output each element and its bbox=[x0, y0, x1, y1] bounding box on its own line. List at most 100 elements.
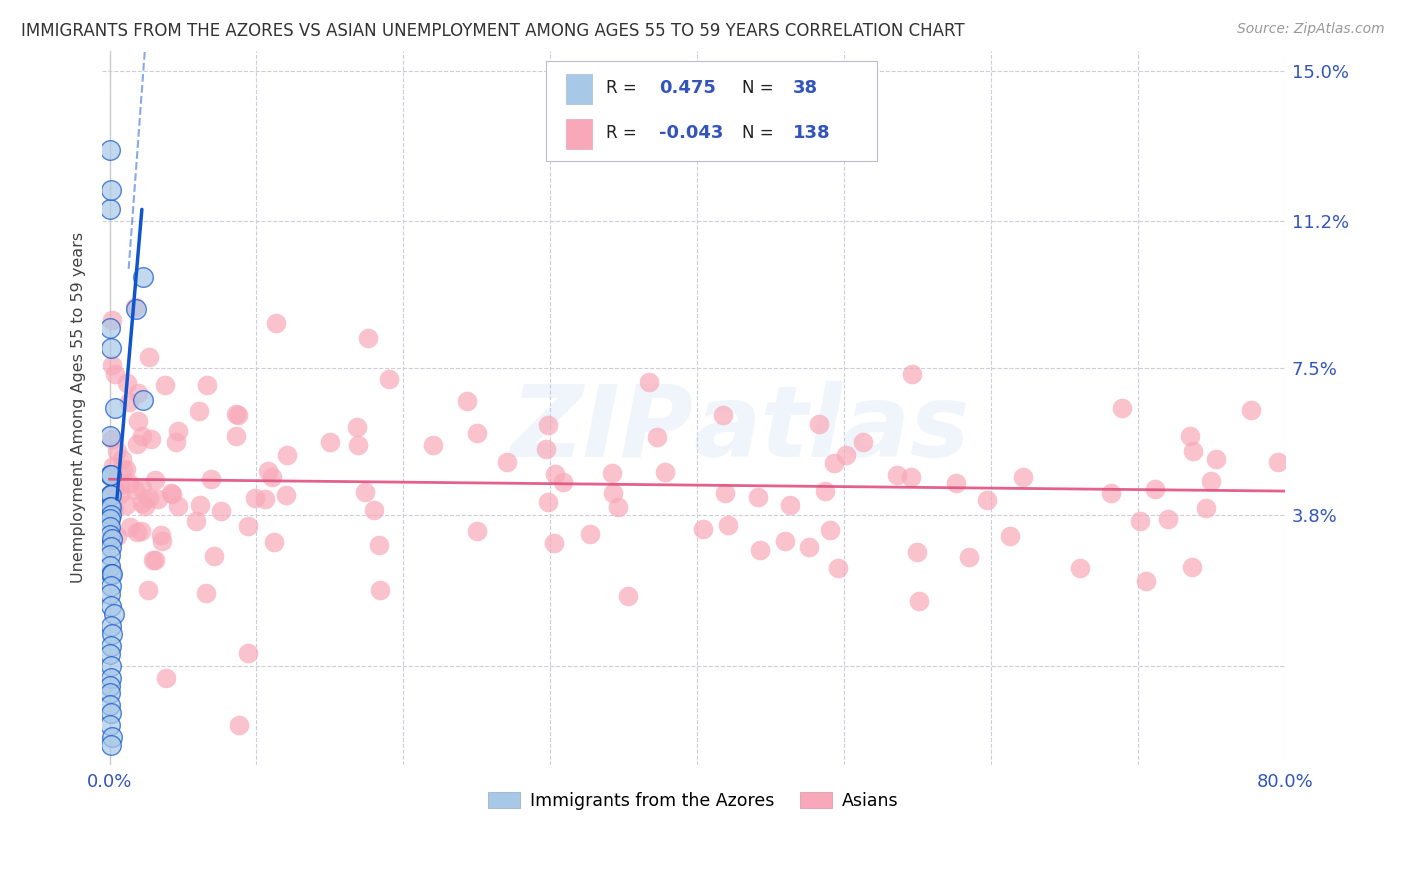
Point bbox=[779, 499, 801, 513]
Point bbox=[98, 548, 121, 562]
Point bbox=[354, 485, 377, 500]
Point bbox=[254, 492, 277, 507]
Point bbox=[98, 500, 121, 514]
Point bbox=[146, 491, 169, 506]
Point bbox=[125, 437, 148, 451]
Point bbox=[1205, 452, 1227, 467]
Point bbox=[637, 375, 659, 389]
Point bbox=[127, 524, 149, 539]
Point bbox=[907, 593, 929, 607]
Point bbox=[101, 358, 124, 372]
Text: R =: R = bbox=[606, 124, 637, 142]
Point bbox=[98, 202, 121, 217]
Point bbox=[456, 393, 478, 408]
Point bbox=[808, 417, 831, 431]
Point bbox=[115, 499, 138, 513]
Point bbox=[100, 313, 122, 327]
Point bbox=[98, 527, 121, 541]
Point bbox=[98, 686, 121, 700]
Point bbox=[98, 512, 121, 526]
Point bbox=[108, 477, 131, 491]
Point bbox=[111, 463, 134, 477]
Point bbox=[1111, 401, 1133, 416]
Point bbox=[713, 486, 735, 500]
Point bbox=[200, 472, 222, 486]
Point bbox=[197, 377, 219, 392]
Point bbox=[98, 428, 121, 442]
Point bbox=[125, 301, 148, 316]
Point bbox=[100, 599, 122, 614]
Point bbox=[226, 408, 249, 422]
Text: atlas: atlas bbox=[693, 381, 970, 478]
Text: Source: ZipAtlas.com: Source: ZipAtlas.com bbox=[1237, 22, 1385, 37]
Point bbox=[1199, 474, 1222, 488]
Point bbox=[544, 467, 567, 481]
Point bbox=[1129, 514, 1152, 528]
Point bbox=[543, 536, 565, 550]
Point bbox=[105, 529, 128, 543]
Point bbox=[195, 586, 218, 600]
Point bbox=[98, 718, 121, 732]
Point bbox=[100, 706, 122, 721]
Point bbox=[131, 429, 153, 443]
Point bbox=[1012, 470, 1035, 484]
Point bbox=[773, 533, 796, 548]
Point bbox=[976, 493, 998, 508]
Point bbox=[150, 534, 173, 549]
Point bbox=[1069, 561, 1091, 575]
Point bbox=[101, 532, 124, 546]
Point bbox=[378, 372, 401, 386]
Point bbox=[236, 519, 259, 533]
Point bbox=[98, 559, 121, 574]
Point bbox=[579, 527, 602, 541]
Point bbox=[159, 485, 181, 500]
Point bbox=[905, 545, 928, 559]
Point bbox=[818, 523, 841, 537]
Point bbox=[105, 444, 128, 458]
Point bbox=[228, 718, 250, 732]
Point bbox=[118, 395, 141, 409]
Point bbox=[120, 520, 142, 534]
Point bbox=[496, 455, 519, 469]
Point bbox=[1178, 429, 1201, 443]
Point bbox=[537, 494, 560, 508]
Point bbox=[132, 269, 155, 284]
Point bbox=[1157, 512, 1180, 526]
Point bbox=[357, 331, 380, 345]
Point bbox=[748, 543, 770, 558]
Text: 138: 138 bbox=[793, 124, 831, 142]
Point bbox=[100, 468, 122, 483]
Text: N =: N = bbox=[742, 78, 773, 97]
FancyBboxPatch shape bbox=[546, 62, 877, 161]
Text: 38: 38 bbox=[793, 78, 818, 97]
Point bbox=[900, 470, 922, 484]
Point bbox=[103, 482, 125, 496]
Point bbox=[318, 434, 340, 449]
Text: N =: N = bbox=[742, 124, 773, 142]
Point bbox=[945, 475, 967, 490]
Point bbox=[852, 434, 875, 449]
Point bbox=[654, 465, 676, 479]
Point bbox=[127, 414, 149, 428]
Point bbox=[188, 404, 211, 418]
Point bbox=[647, 430, 669, 444]
Point bbox=[145, 473, 167, 487]
Point bbox=[98, 587, 121, 601]
Point bbox=[1181, 443, 1204, 458]
Point bbox=[465, 524, 488, 539]
Point bbox=[131, 496, 153, 510]
Point bbox=[747, 490, 769, 504]
Point bbox=[422, 437, 444, 451]
Text: ZIP: ZIP bbox=[510, 381, 693, 478]
Point bbox=[600, 466, 623, 480]
Point bbox=[165, 434, 187, 449]
Point bbox=[276, 448, 298, 462]
Point bbox=[827, 560, 849, 574]
Point bbox=[184, 514, 207, 528]
Point bbox=[104, 368, 127, 382]
Point bbox=[100, 500, 122, 514]
Point bbox=[115, 376, 138, 390]
Point bbox=[124, 483, 146, 498]
Point bbox=[103, 502, 125, 516]
Point bbox=[263, 534, 285, 549]
